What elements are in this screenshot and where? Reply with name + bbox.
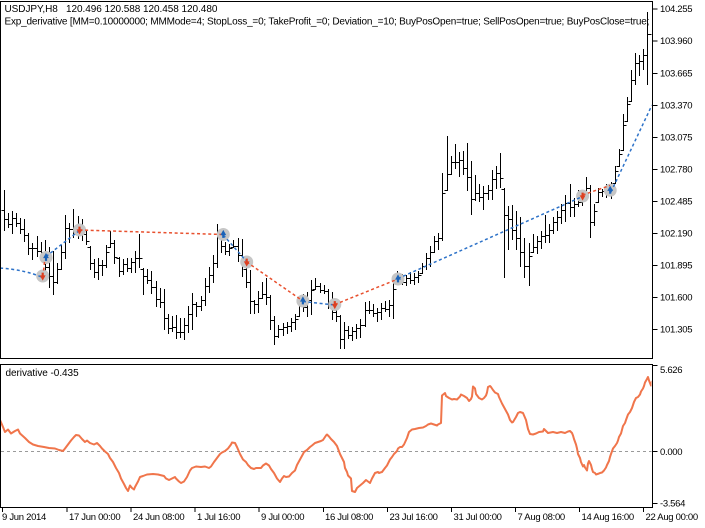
svg-text:14 Aug 16:00: 14 Aug 16:00 xyxy=(582,512,634,523)
svg-text:103.960: 103.960 xyxy=(660,36,692,47)
svg-text:9 Jun 2014: 9 Jun 2014 xyxy=(2,512,46,523)
svg-text:16 Jul 08:00: 16 Jul 08:00 xyxy=(325,512,373,523)
svg-text:101.305: 101.305 xyxy=(660,325,692,336)
svg-text:0.000: 0.000 xyxy=(660,447,682,458)
svg-text:31 Jul 00:00: 31 Jul 00:00 xyxy=(454,512,502,523)
svg-text:101.600: 101.600 xyxy=(660,293,692,304)
svg-text:103.665: 103.665 xyxy=(660,69,692,80)
svg-text:104.255: 104.255 xyxy=(660,4,692,15)
svg-text:24 Jun 08:00: 24 Jun 08:00 xyxy=(133,512,184,523)
svg-text:-3.564: -3.564 xyxy=(660,499,685,510)
svg-text:USDJPY,H8 120.496 120.588 12: USDJPY,H8 120.496 120.588 120.458 120.48… xyxy=(5,4,218,15)
svg-text:7 Aug 08:00: 7 Aug 08:00 xyxy=(518,512,565,523)
svg-text:Exp_derivative [MM=0.10000000;: Exp_derivative [MM=0.10000000; MMMode=4;… xyxy=(5,17,705,28)
svg-text:derivative -0.435: derivative -0.435 xyxy=(6,368,80,379)
svg-text:101.895: 101.895 xyxy=(660,261,692,272)
svg-text:103.075: 103.075 xyxy=(660,133,692,144)
svg-text:102.190: 102.190 xyxy=(660,229,692,240)
svg-text:23 Jul 16:00: 23 Jul 16:00 xyxy=(390,512,438,523)
svg-text:22 Aug 00:00: 22 Aug 00:00 xyxy=(646,512,698,523)
svg-text:9 Jul 00:00: 9 Jul 00:00 xyxy=(261,512,304,523)
svg-text:103.370: 103.370 xyxy=(660,101,692,112)
svg-text:102.780: 102.780 xyxy=(660,165,692,176)
svg-text:17 Jun 00:00: 17 Jun 00:00 xyxy=(69,512,120,523)
svg-text:5.626: 5.626 xyxy=(660,365,682,376)
svg-text:1 Jul 16:00: 1 Jul 16:00 xyxy=(197,512,240,523)
svg-text:102.485: 102.485 xyxy=(660,197,692,208)
